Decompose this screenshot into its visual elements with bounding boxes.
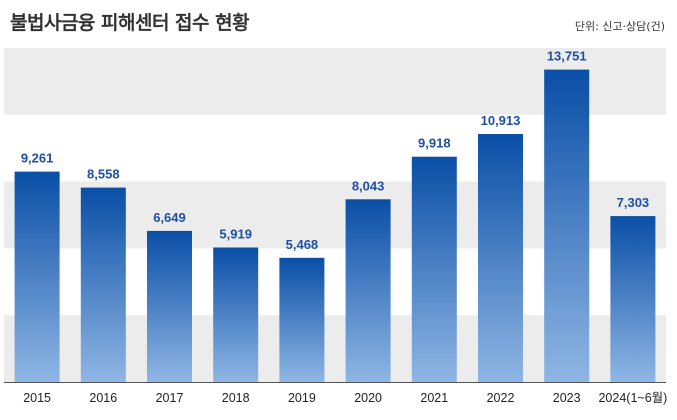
bar-2017 — [147, 230, 192, 382]
category-label: 2016 — [89, 391, 117, 405]
bar-2019 — [279, 257, 325, 382]
category-label: 2020 — [354, 391, 382, 405]
bar-2020 — [345, 199, 391, 382]
value-label: 9,261 — [21, 151, 54, 166]
chart-title: 불법사금융 피해센터 접수 현황 — [10, 12, 250, 34]
bar-2015 — [14, 171, 60, 382]
value-label: 6,649 — [153, 210, 186, 225]
category-label: 2017 — [156, 391, 184, 405]
value-label: 13,751 — [547, 49, 587, 64]
value-label: 5,468 — [286, 237, 319, 252]
category-label: 2023 — [553, 391, 581, 405]
bar-2016 — [80, 187, 126, 382]
bar-2022 — [478, 134, 523, 382]
category-label: 2018 — [222, 391, 250, 405]
category-label: 2022 — [487, 391, 515, 405]
category-label: 2019 — [288, 391, 316, 405]
bar-2021 — [411, 156, 457, 382]
value-label: 8,043 — [352, 178, 385, 193]
category-labels: 2015 2016 2017 2018 2019 2020 2021 2022 2023 2024… — [23, 391, 667, 405]
value-label: 8,558 — [87, 167, 120, 182]
category-label: 2015 — [23, 391, 51, 405]
value-label: 10,913 — [481, 113, 521, 128]
category-label: 2021 — [420, 391, 448, 405]
bars — [14, 69, 656, 382]
bar-2024(1~6월) — [610, 216, 656, 382]
value-label: 7,303 — [617, 195, 650, 210]
bar-2023 — [544, 69, 590, 382]
category-label: 2024(1~6월) — [598, 391, 667, 405]
unit-note: 단위: 신고·상담(건) — [574, 20, 665, 33]
value-label: 5,919 — [219, 227, 252, 242]
bar-2018 — [213, 247, 259, 382]
value-label: 9,918 — [418, 136, 451, 151]
value-labels: 9,261 8,558 6,649 5,919 5,468 8,043 9,918 10,91… — [21, 49, 649, 252]
